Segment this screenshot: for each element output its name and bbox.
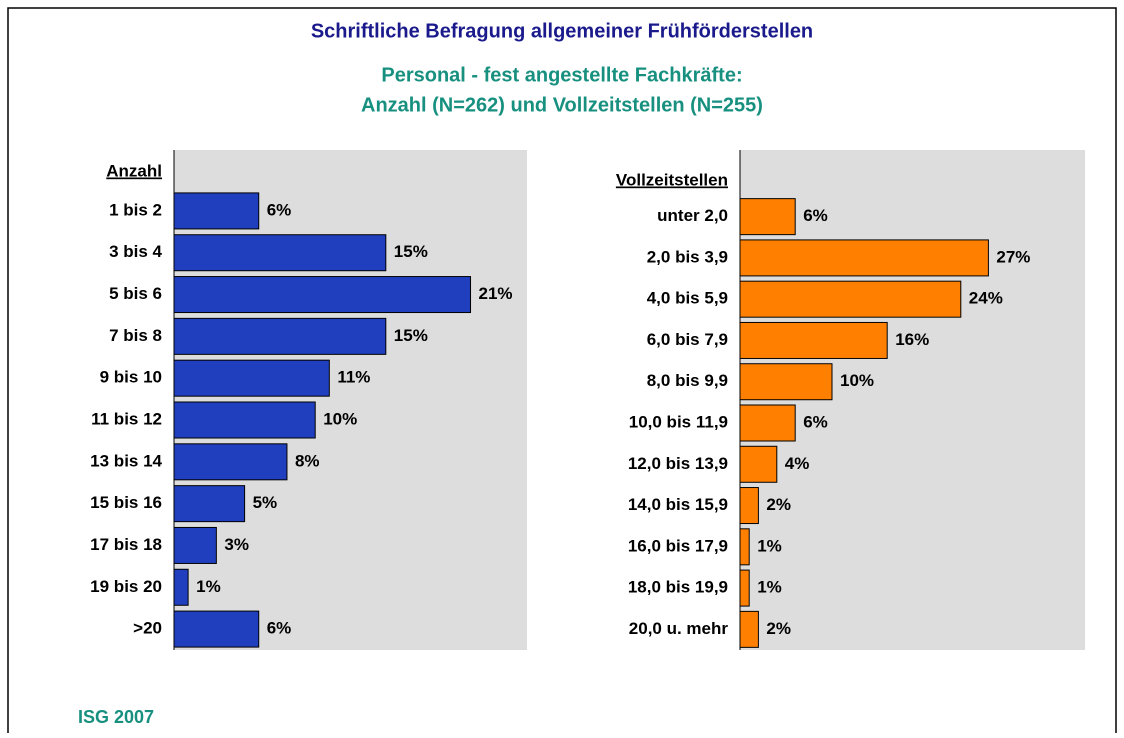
bar — [739, 198, 796, 236]
bar — [173, 401, 316, 439]
category-label: 15 bis 16 — [90, 493, 162, 512]
category-label: 19 bis 20 — [90, 577, 162, 596]
category-label: 12,0 bis 13,9 — [628, 454, 728, 473]
bar — [739, 239, 989, 277]
value-label: 15% — [394, 242, 428, 261]
bar — [739, 321, 888, 359]
category-label: 6,0 bis 7,9 — [647, 330, 728, 349]
value-label: 2% — [766, 619, 791, 638]
axis-title: Anzahl — [106, 161, 162, 180]
value-label: 5% — [253, 493, 278, 512]
value-label: 27% — [996, 247, 1030, 266]
value-label: 11% — [337, 368, 370, 387]
value-label: 4% — [785, 454, 810, 473]
value-label: 1% — [757, 578, 782, 597]
category-label: 11 bis 12 — [91, 409, 162, 428]
bar — [173, 234, 387, 272]
value-label: 10% — [840, 371, 874, 390]
bar — [173, 359, 330, 397]
value-label: 21% — [479, 284, 513, 303]
category-label: 1 bis 2 — [109, 200, 162, 219]
value-label: 2% — [766, 495, 791, 514]
value-label: 6% — [267, 619, 292, 638]
value-label: 24% — [969, 289, 1003, 308]
bar — [173, 485, 246, 523]
value-label: 1% — [196, 577, 221, 596]
frame — [7, 7, 1117, 733]
bar — [739, 610, 759, 648]
value-label: 6% — [803, 412, 828, 431]
subtitle: Personal - fest angestellte Fachkräfte: — [381, 64, 742, 86]
category-label: 3 bis 4 — [109, 242, 162, 261]
bar — [173, 526, 217, 564]
bar — [739, 487, 759, 525]
value-label: 15% — [394, 326, 428, 345]
value-label: 6% — [267, 200, 292, 219]
category-label: 8,0 bis 9,9 — [647, 371, 728, 390]
value-label: 3% — [224, 535, 249, 554]
category-label: >20 — [133, 619, 162, 638]
bar — [739, 280, 962, 318]
value-label: 6% — [803, 206, 828, 225]
bar — [173, 192, 260, 230]
plot-area — [174, 150, 527, 650]
category-label: 9 bis 10 — [100, 368, 162, 387]
category-label: 16,0 bis 17,9 — [628, 536, 728, 555]
category-label: 20,0 u. mehr — [629, 619, 729, 638]
subtitle: Anzahl (N=262) und Vollzeitstellen (N=25… — [361, 94, 763, 116]
axis-title: Vollzeitstellen — [616, 170, 728, 189]
category-label: 10,0 bis 11,9 — [629, 412, 728, 431]
category-label: 18,0 bis 19,9 — [628, 578, 728, 597]
bar — [173, 276, 472, 314]
bar — [739, 363, 833, 401]
bar — [173, 443, 288, 481]
category-label: 7 bis 8 — [109, 326, 162, 345]
category-label: 13 bis 14 — [90, 451, 162, 470]
bar — [173, 610, 260, 648]
category-label: 4,0 bis 5,9 — [647, 289, 728, 308]
title: Schriftliche Befragung allgemeiner Frühf… — [311, 20, 813, 42]
bar — [739, 569, 750, 607]
category-label: 14,0 bis 15,9 — [628, 495, 728, 514]
category-label: unter 2,0 — [657, 206, 728, 225]
bar — [739, 528, 750, 566]
value-label: 10% — [323, 409, 357, 428]
bar — [173, 317, 387, 355]
category-label: 17 bis 18 — [90, 535, 162, 554]
footer: ISG 2007 — [78, 707, 154, 727]
value-label: 1% — [757, 536, 782, 555]
bar — [739, 404, 796, 442]
category-label: 2,0 bis 3,9 — [647, 247, 728, 266]
bar — [739, 445, 778, 483]
value-label: 8% — [295, 451, 320, 470]
bar — [173, 568, 189, 606]
category-label: 5 bis 6 — [109, 284, 162, 303]
value-label: 16% — [895, 330, 929, 349]
